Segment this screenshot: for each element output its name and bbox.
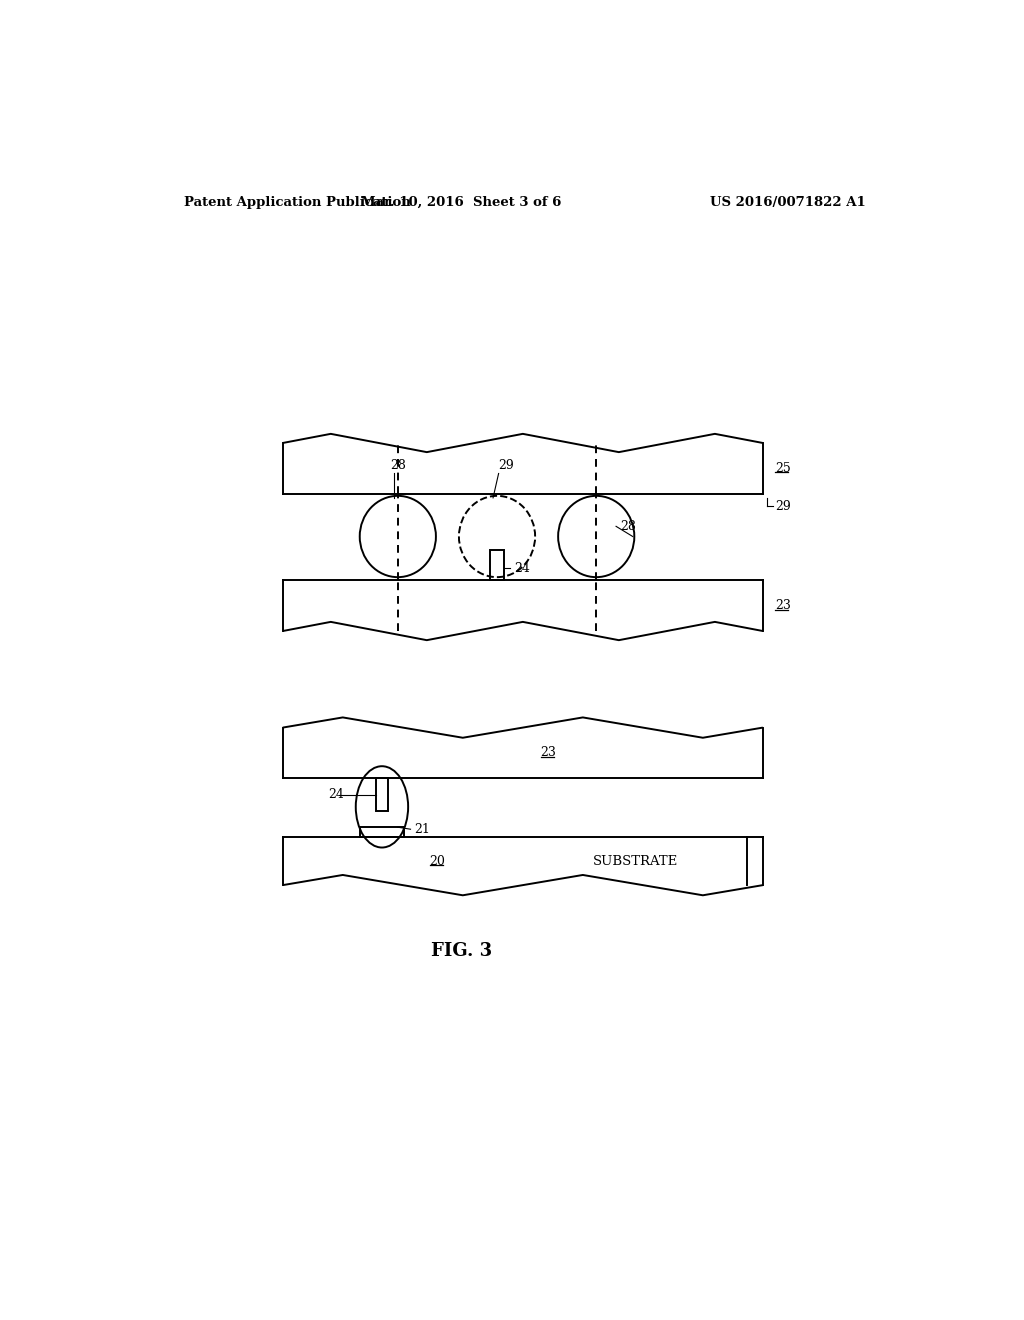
Text: Mar. 10, 2016  Sheet 3 of 6: Mar. 10, 2016 Sheet 3 of 6 [361, 195, 561, 209]
Text: 21: 21 [414, 822, 430, 836]
Text: 20: 20 [430, 855, 445, 867]
Text: 24: 24 [328, 788, 344, 801]
Bar [360, 828, 403, 837]
Text: 24: 24 [514, 561, 529, 574]
Text: Patent Application Publication: Patent Application Publication [183, 195, 411, 209]
Text: FIG. 3: FIG. 3 [431, 942, 492, 960]
Text: 29: 29 [775, 499, 791, 512]
Text: US 2016/0071822 A1: US 2016/0071822 A1 [711, 195, 866, 209]
Text: 28: 28 [390, 459, 406, 473]
Bar [376, 779, 388, 810]
Text: SUBSTRATE: SUBSTRATE [593, 855, 679, 867]
Text: 28: 28 [620, 520, 636, 533]
Bar [489, 549, 504, 581]
Text: 29: 29 [499, 459, 514, 473]
Text: 25: 25 [775, 462, 791, 475]
Text: 23: 23 [541, 747, 557, 759]
Text: 23: 23 [775, 599, 791, 612]
